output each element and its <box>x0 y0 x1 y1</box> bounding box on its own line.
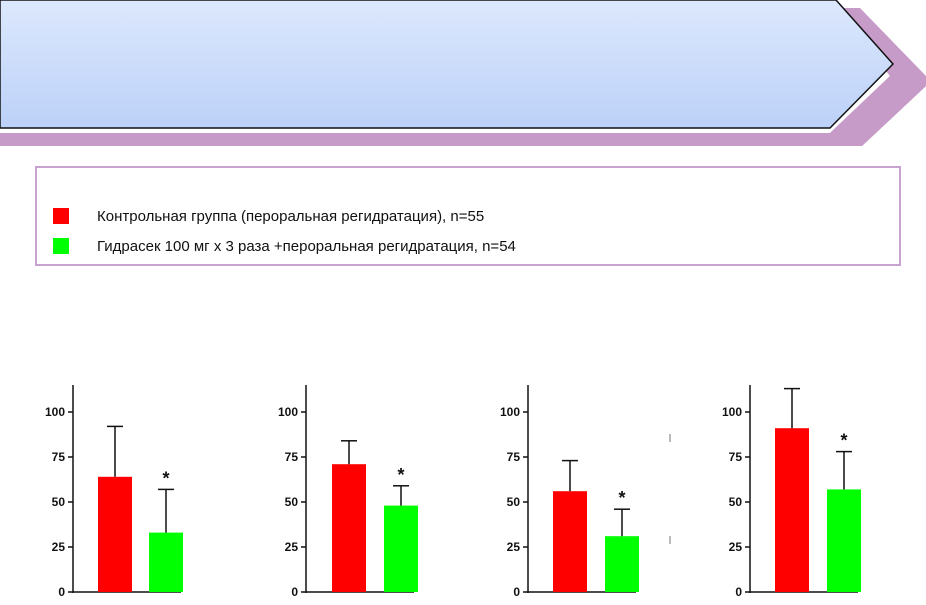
bar <box>98 476 132 592</box>
y-tick-label: 100 <box>45 405 65 419</box>
y-tick-label: 0 <box>735 585 742 599</box>
y-tick-label: 25 <box>285 540 299 554</box>
y-tick-label: 0 <box>58 585 65 599</box>
y-tick-label: 50 <box>729 495 743 509</box>
y-tick-label: 50 <box>52 495 66 509</box>
bar <box>553 491 587 592</box>
y-tick-label: 75 <box>507 450 521 464</box>
y-tick-label: 50 <box>507 495 521 509</box>
legend-box: Контрольная группа (пероральная регидрат… <box>35 166 901 266</box>
significance-marker: * <box>840 431 847 451</box>
banner-shadow <box>0 76 926 146</box>
y-tick-label: 50 <box>285 495 299 509</box>
y-tick-label: 100 <box>278 405 298 419</box>
y-tick-label: 25 <box>729 540 743 554</box>
legend-swatch-red <box>53 208 69 224</box>
bar <box>775 428 809 592</box>
y-tick-label: 75 <box>285 450 299 464</box>
legend-label-control: Контрольная группа (пероральная регидрат… <box>97 207 485 225</box>
y-tick-label: 0 <box>513 585 520 599</box>
legend-label-treatment: Гидрасек 100 мг х 3 раза +пероральная ре… <box>97 237 516 255</box>
significance-marker: * <box>397 465 404 485</box>
significance-marker: * <box>162 468 169 488</box>
bar <box>827 489 861 592</box>
legend-item-treatment: Гидрасек 100 мг х 3 раза +пероральная ре… <box>53 236 516 256</box>
y-tick-label: 0 <box>291 585 298 599</box>
bar <box>149 532 183 592</box>
y-tick-label: 100 <box>722 405 742 419</box>
significance-marker: * <box>618 488 625 508</box>
y-tick-label: 25 <box>507 540 521 554</box>
header-banner <box>0 0 926 146</box>
y-tick-label: 75 <box>729 450 743 464</box>
legend-item-control: Контрольная группа (пероральная регидрат… <box>53 206 484 226</box>
banner-shadow-arrow <box>830 8 926 146</box>
banner-arrow-shape <box>0 0 895 129</box>
y-tick-label: 75 <box>52 450 66 464</box>
bar <box>332 464 366 592</box>
y-tick-label: 25 <box>52 540 66 554</box>
y-tick-label: 100 <box>500 405 520 419</box>
legend-swatch-green <box>53 238 69 254</box>
bar <box>605 536 639 592</box>
bar <box>384 505 418 592</box>
